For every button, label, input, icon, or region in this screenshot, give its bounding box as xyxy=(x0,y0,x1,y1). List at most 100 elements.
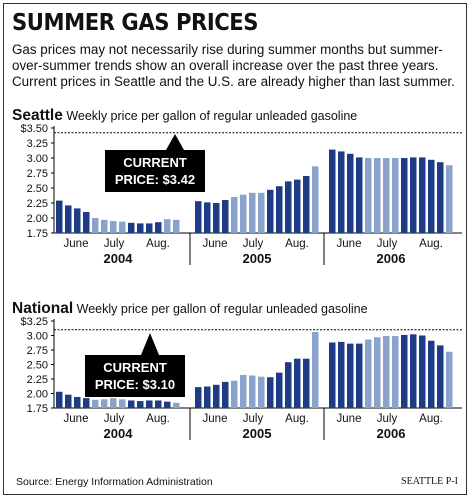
national-bar-2005 xyxy=(258,376,265,408)
seattle-month-label: June xyxy=(203,238,228,250)
seattle-bar-2004 xyxy=(101,219,108,233)
national-ytick-label: 3.00 xyxy=(27,331,48,343)
seattle-ytick-label: 2.25 xyxy=(27,198,48,210)
seattle-callout-line-2: PRICE: $3.42 xyxy=(115,172,195,187)
seattle-bar-2005 xyxy=(213,203,220,233)
seattle-ytick-label: $3.50 xyxy=(20,123,48,135)
national-month-label: Aug. xyxy=(285,413,309,425)
seattle-month-label: Aug. xyxy=(419,238,443,250)
national-bar-2005 xyxy=(195,387,202,408)
national-bar-2004 xyxy=(65,394,72,408)
national-month-label: Aug. xyxy=(146,413,170,425)
seattle-bar-2005 xyxy=(276,186,283,233)
national-chart-name: National xyxy=(12,300,74,317)
seattle-bar-2006 xyxy=(347,153,354,233)
seattle-bar-2006 xyxy=(410,157,417,233)
national-ytick-label: 2.25 xyxy=(27,374,48,386)
national-ytick-label: 2.00 xyxy=(27,389,48,401)
seattle-bar-2004 xyxy=(56,200,63,233)
national-bar-2004 xyxy=(128,400,135,408)
seattle-bar-2004 xyxy=(164,219,171,233)
seattle-bar-2005 xyxy=(294,179,301,233)
national-year-label: 2004 xyxy=(104,426,134,441)
seattle-bar-2005 xyxy=(231,197,238,233)
seattle-bar-2004 xyxy=(137,223,144,233)
national-bar-2004 xyxy=(92,399,99,408)
seattle-bar-2004 xyxy=(155,222,162,233)
seattle-month-label: June xyxy=(337,238,362,250)
seattle-bar-2005 xyxy=(258,192,265,233)
national-year-label: 2005 xyxy=(243,426,272,441)
national-bar-2006 xyxy=(401,334,408,408)
seattle-bar-2006 xyxy=(356,157,363,233)
seattle-bar-2004 xyxy=(74,208,81,233)
seattle-bar-2006 xyxy=(392,158,399,233)
national-bar-2006 xyxy=(428,340,435,408)
national-bar-2006 xyxy=(374,337,381,408)
seattle-bar-2004 xyxy=(146,223,153,233)
national-callout-box xyxy=(85,355,185,397)
national-bar-2004 xyxy=(74,396,81,408)
national-ytick-label: 2.50 xyxy=(27,360,48,372)
seattle-month-label: June xyxy=(64,238,89,250)
national-bar-2004 xyxy=(110,398,117,408)
national-month-label: July xyxy=(243,413,264,425)
national-year-label: 2006 xyxy=(377,426,406,441)
seattle-callout-box xyxy=(105,150,205,192)
national-ytick-label: 2.75 xyxy=(27,345,48,357)
national-bar-2005 xyxy=(285,362,292,408)
national-bar-2006 xyxy=(329,342,336,408)
national-bar-2005 xyxy=(249,375,256,408)
national-bar-2006 xyxy=(437,345,444,408)
national-bar-2005 xyxy=(267,377,274,408)
seattle-bar-2005 xyxy=(204,202,211,233)
national-bar-2006 xyxy=(446,351,453,408)
seattle-bar-2005 xyxy=(267,189,274,233)
seattle-callout-line-1: CURRENT xyxy=(123,155,187,170)
intro-text: Gas prices may not necessarily rise duri… xyxy=(12,42,455,89)
seattle-bar-2005 xyxy=(303,176,310,233)
national-bar-2004 xyxy=(101,399,108,408)
seattle-ytick-label: 2.00 xyxy=(27,213,48,225)
national-callout-arrow xyxy=(141,333,159,355)
national-bar-2006 xyxy=(338,341,345,408)
national-month-label: June xyxy=(337,413,362,425)
seattle-bar-2006 xyxy=(437,162,444,233)
seattle-bar-2004 xyxy=(173,219,180,233)
national-bar-2004 xyxy=(83,398,90,408)
seattle-month-label: July xyxy=(104,238,125,250)
national-heading: National Weekly price per gallon of regu… xyxy=(12,300,368,318)
national-bar-2004 xyxy=(173,402,180,408)
seattle-bar-2005 xyxy=(240,194,247,233)
graphic-frame: SUMMER GAS PRICES Gas prices may not nec… xyxy=(3,3,467,495)
national-bar-2005 xyxy=(294,358,301,408)
national-bar-2005 xyxy=(222,381,229,408)
national-bar-2005 xyxy=(312,332,319,408)
seattle-ytick-label: 2.75 xyxy=(27,168,48,180)
seattle-bar-2004 xyxy=(92,218,99,233)
seattle-bar-2004 xyxy=(83,212,90,233)
seattle-bar-2004 xyxy=(119,221,126,233)
seattle-bar-2005 xyxy=(195,201,202,233)
seattle-bar-2006 xyxy=(374,158,381,233)
national-bar-2006 xyxy=(347,343,354,408)
seattle-month-label: July xyxy=(243,238,264,250)
seattle-bar-2006 xyxy=(401,158,408,233)
national-bar-2006 xyxy=(392,336,399,408)
national-month-label: June xyxy=(203,413,228,425)
seattle-bar-2004 xyxy=(128,222,135,233)
national-bar-2004 xyxy=(146,400,153,408)
national-callout-line-1: CURRENT xyxy=(103,360,167,375)
national-ytick-label: $3.25 xyxy=(20,316,48,328)
credit-line: SEATTLE P-I xyxy=(401,476,458,487)
national-bar-2006 xyxy=(356,343,363,408)
seattle-month-label: Aug. xyxy=(285,238,309,250)
seattle-heading: Seattle Weekly price per gallon of regul… xyxy=(12,107,357,125)
seattle-bar-2004 xyxy=(110,221,117,233)
national-bar-2005 xyxy=(240,374,247,408)
national-month-label: July xyxy=(377,413,398,425)
national-bar-2005 xyxy=(303,358,310,408)
national-bar-2004 xyxy=(56,391,63,408)
national-bar-2006 xyxy=(383,336,390,408)
seattle-bar-2005 xyxy=(222,200,229,233)
